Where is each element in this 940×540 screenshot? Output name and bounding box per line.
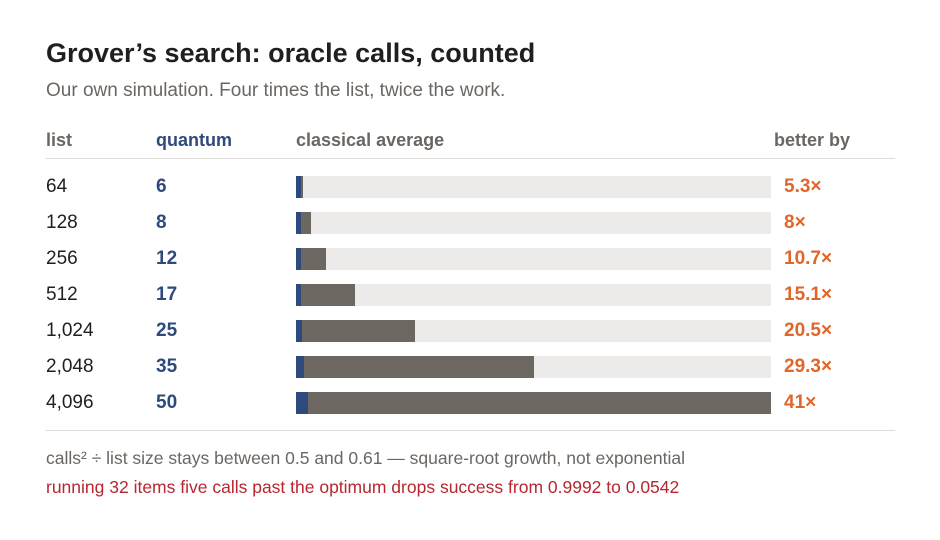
header-list: list — [46, 130, 73, 150]
list-size: 1,024 — [46, 320, 94, 341]
chart-title: Grover’s search: oracle calls, counted — [46, 38, 536, 68]
list-size: 64 — [46, 176, 68, 197]
quantum-calls: 12 — [156, 248, 178, 269]
better-by-value: 10.7× — [784, 248, 833, 269]
list-size: 2,048 — [46, 356, 94, 377]
classical-bar — [296, 356, 534, 378]
quantum-bar — [296, 212, 301, 234]
ratio-note: calls² ÷ list size stays between 0.5 and… — [46, 448, 685, 468]
quantum-calls: 17 — [156, 284, 178, 305]
header-classical: classical average — [296, 130, 445, 150]
quantum-calls: 35 — [156, 356, 178, 377]
quantum-bar — [296, 248, 301, 270]
table-row: 1,024 25 20.5× — [0, 313, 940, 349]
list-size: 256 — [46, 248, 78, 269]
bar-track — [296, 392, 771, 414]
better-by-value: 20.5× — [784, 320, 833, 341]
table-row: 2,048 35 29.3× — [0, 349, 940, 385]
quantum-bar — [296, 392, 308, 414]
bar-track — [296, 356, 771, 378]
quantum-bar — [296, 176, 301, 198]
table-row: 512 17 15.1× — [0, 277, 940, 313]
bar-track — [296, 320, 771, 342]
bar-track — [296, 248, 771, 270]
warning-note: running 32 items five calls past the opt… — [46, 477, 680, 497]
bar-track — [296, 212, 771, 234]
table-row: 128 8 8× — [0, 205, 940, 241]
quantum-calls: 8 — [156, 212, 167, 233]
footer-rule — [46, 430, 895, 431]
classical-bar — [296, 284, 356, 306]
better-by-value: 41× — [784, 392, 817, 413]
list-size: 512 — [46, 284, 78, 305]
table-row: 4,096 50 41× — [0, 385, 940, 421]
better-by-value: 5.3× — [784, 176, 822, 197]
list-size: 4,096 — [46, 392, 94, 413]
classical-bar — [296, 320, 415, 342]
better-by-value: 8× — [784, 212, 806, 233]
header-quantum: quantum — [156, 130, 232, 150]
classical-bar — [296, 392, 771, 414]
better-by-value: 15.1× — [784, 284, 833, 305]
bar-track — [296, 176, 771, 198]
table-row: 256 12 10.7× — [0, 241, 940, 277]
table-row: 64 6 5.3× — [0, 169, 940, 205]
chart-subtitle: Our own simulation. Four times the list,… — [46, 80, 506, 101]
quantum-bar — [296, 284, 301, 306]
classical-bar — [296, 248, 326, 270]
bar-track — [296, 284, 771, 306]
better-by-value: 29.3× — [784, 356, 833, 377]
list-size: 128 — [46, 212, 78, 233]
quantum-calls: 6 — [156, 176, 167, 197]
header-better-by: better by — [774, 130, 851, 150]
header-rule — [46, 158, 895, 159]
quantum-calls: 50 — [156, 392, 178, 413]
quantum-bar — [296, 320, 302, 342]
quantum-bar — [296, 356, 305, 378]
quantum-calls: 25 — [156, 320, 178, 341]
